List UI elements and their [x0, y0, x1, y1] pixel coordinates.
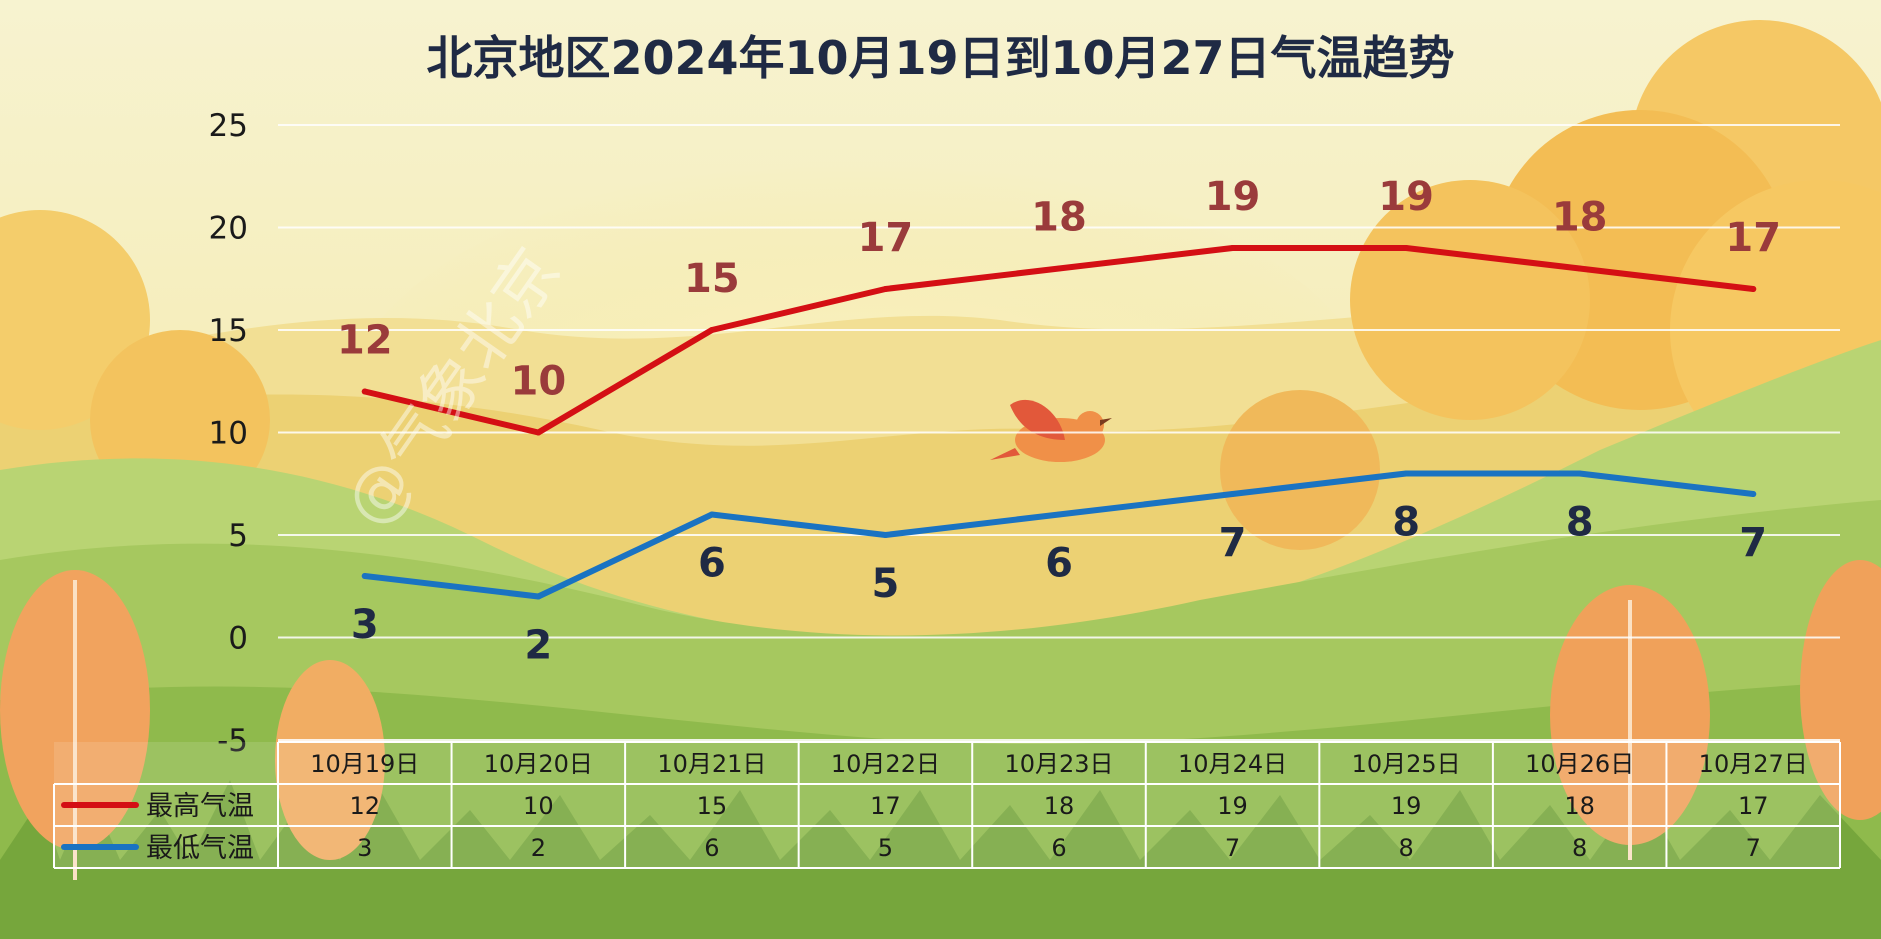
table-cell: 17	[870, 792, 901, 820]
table-cell: 19	[1391, 792, 1422, 820]
data-label: 17	[858, 215, 914, 261]
y-tick-label: 20	[209, 211, 248, 247]
legend-entry: 最高气温	[146, 791, 254, 822]
x-category-label: 10月22日	[831, 750, 940, 778]
y-tick-label: 15	[209, 313, 248, 349]
x-category-label: 10月25日	[1352, 750, 1461, 778]
y-tick-label: 25	[209, 108, 248, 144]
data-label: 6	[698, 541, 726, 587]
table-cell: 3	[357, 834, 372, 862]
data-label: 18	[1031, 195, 1087, 241]
data-point	[535, 593, 542, 600]
data-point	[708, 511, 715, 518]
y-tick-label: -5	[217, 723, 248, 759]
x-category-label: 10月23日	[1004, 750, 1113, 778]
data-label: 17	[1725, 215, 1781, 261]
data-point	[708, 327, 715, 333]
data-point	[1576, 470, 1583, 477]
data-label: 19	[1205, 174, 1261, 220]
table-cell: 10	[523, 792, 554, 820]
data-point	[361, 573, 368, 579]
y-axis-ticks: -5 0 5 10 15 20 25	[209, 108, 248, 759]
table-cell: 8	[1572, 834, 1587, 862]
data-point	[1229, 245, 1236, 251]
data-point	[1576, 265, 1583, 272]
x-category-label: 10月27日	[1699, 750, 1808, 778]
data-label: 10	[510, 359, 566, 405]
data-point	[1403, 470, 1410, 477]
data-label: 8	[1392, 500, 1420, 546]
y-tick-label: 0	[228, 621, 248, 657]
table-cell: 18	[1044, 792, 1075, 820]
y-tick-label: 5	[228, 518, 248, 554]
table-cell: 12	[350, 792, 381, 820]
data-label: 3	[351, 602, 379, 648]
table-cell: 18	[1564, 792, 1595, 820]
chart-title: 北京地区2024年10月19日到10月27日气温趋势	[426, 31, 1455, 85]
data-label: 6	[1045, 541, 1073, 587]
x-category-label: 10月21日	[657, 750, 766, 778]
x-category-label: 10月26日	[1525, 750, 1634, 778]
data-labels: 12 10 15 17 18 19 19 18 17 3 2 6 5 6 7 8 8 7	[337, 174, 1781, 669]
legend-entry: 最低气温	[146, 833, 254, 864]
data-point	[1403, 245, 1410, 251]
data-label: 7	[1739, 520, 1767, 566]
y-tick-label: 10	[209, 416, 248, 452]
data-table: 10月19日 10月20日 10月21日 10月22日 10月23日 10月24日 10月2…	[53, 741, 1841, 869]
data-label: 15	[684, 256, 740, 302]
table-cell: 7	[1746, 834, 1761, 862]
data-label: 12	[337, 318, 393, 364]
table-cell: 17	[1738, 792, 1769, 820]
table-cell: 2	[531, 834, 546, 862]
table-body	[54, 742, 1840, 868]
table-cell: 15	[697, 792, 728, 820]
data-label: 8	[1566, 500, 1594, 546]
data-label: 2	[524, 623, 552, 669]
data-point	[882, 286, 889, 292]
table-cell: 5	[878, 834, 893, 862]
data-point	[1750, 491, 1757, 497]
x-category-label: 10月24日	[1178, 750, 1287, 778]
data-label: 18	[1552, 195, 1608, 241]
data-point	[1056, 511, 1062, 518]
table-cell: 7	[1225, 834, 1240, 862]
x-category-label: 10月20日	[484, 750, 593, 778]
table-cell: 19	[1217, 792, 1248, 820]
data-label: 19	[1378, 174, 1434, 220]
data-label: 7	[1219, 520, 1247, 566]
data-point	[1056, 265, 1062, 272]
data-point	[1229, 491, 1236, 497]
data-point	[535, 429, 542, 436]
series-line-high	[361, 245, 1757, 436]
data-label: 5	[872, 561, 900, 607]
data-point	[882, 532, 889, 538]
table-cell: 6	[704, 834, 719, 862]
data-point	[361, 388, 368, 395]
x-category-label: 10月19日	[310, 750, 419, 778]
data-point	[1750, 286, 1757, 292]
table-cell: 6	[1051, 834, 1066, 862]
table-cell: 8	[1398, 834, 1413, 862]
series-lines	[361, 245, 1757, 600]
